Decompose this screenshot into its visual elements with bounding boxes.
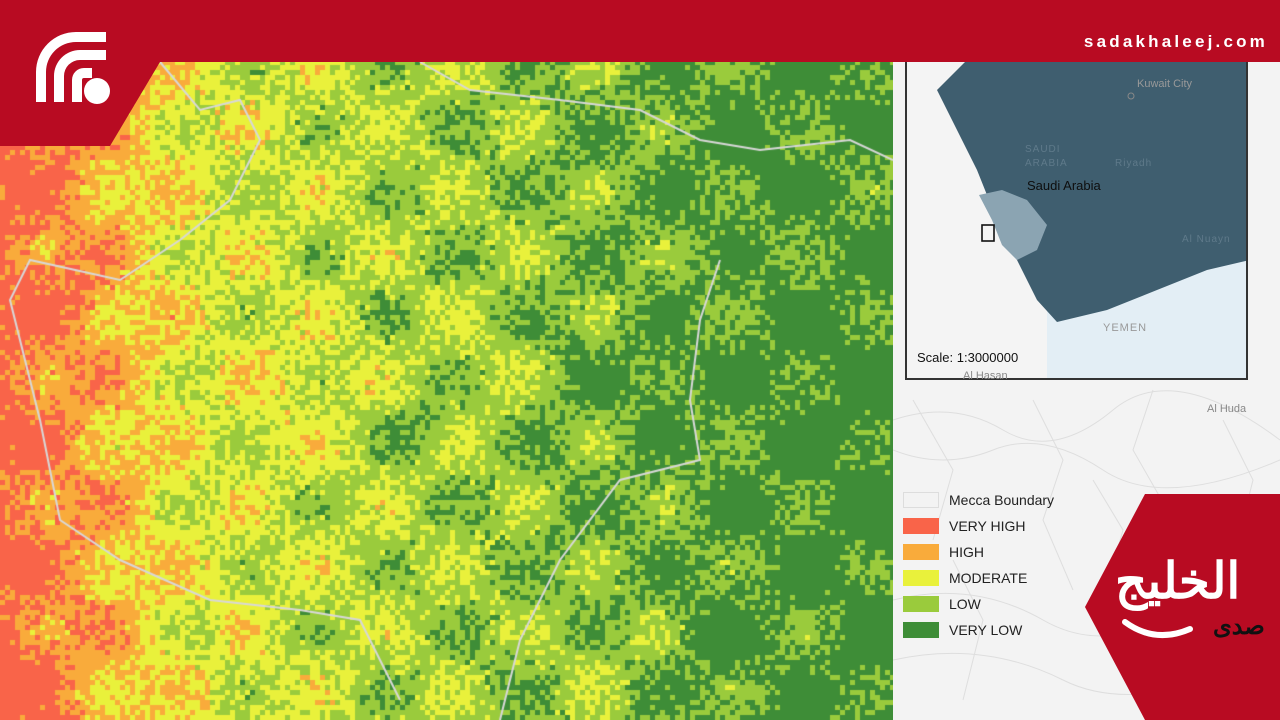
- scale-label: Scale: 1:3000000: [917, 350, 1019, 365]
- inset-country-label: Saudi Arabia: [1027, 178, 1101, 193]
- inset-label-al-nuayn: Al Nuayn: [1182, 234, 1231, 245]
- inset-city-marker: [1127, 92, 1135, 100]
- inset-label-yemen: YEMEN: [1103, 322, 1148, 334]
- inset-label-saudi-faint-2: ARABIA: [1025, 158, 1068, 169]
- place-label-al-huda: Al Huda: [1207, 403, 1247, 415]
- legend-label: VERY HIGH: [949, 518, 1026, 534]
- brand-badge: الخليج صدى: [1085, 494, 1280, 720]
- site-url[interactable]: sadakhaleej.com: [1083, 32, 1268, 51]
- inset-label-saudi-faint-1: SAUDI: [1025, 144, 1061, 155]
- inset-study-area-box: [981, 224, 995, 242]
- legend-label: Mecca Boundary: [949, 492, 1055, 508]
- inset-label-kuwait: Kuwait City: [1137, 78, 1193, 90]
- map-side-panel: Kuwait City SAUDI ARABIA Riyadh Al Nuayn…: [893, 0, 1280, 720]
- brand-subname-arabic: صدى: [1213, 613, 1265, 640]
- brand-name-arabic: الخليج: [1115, 553, 1241, 609]
- inset-label-riyadh: Riyadh: [1115, 158, 1153, 169]
- legend-label: HIGH: [949, 544, 984, 560]
- brand-logo[interactable]: [0, 0, 180, 146]
- legend-swatch-high: [903, 544, 939, 560]
- susceptibility-map: [0, 0, 893, 720]
- legend-swatch-very-high: [903, 518, 939, 534]
- legend-swatch-boundary: [903, 492, 939, 508]
- legend-label: LOW: [949, 596, 981, 612]
- legend-swatch-low: [903, 596, 939, 612]
- inset-map-graphic: [907, 60, 1246, 378]
- top-banner: sadakhaleej.com: [0, 0, 1280, 62]
- location-inset-map: Kuwait City SAUDI ARABIA Riyadh Al Nuayn…: [905, 58, 1248, 380]
- place-label-al-hasan: Al Hasan: [963, 370, 1008, 382]
- legend-label: VERY LOW: [949, 622, 1023, 638]
- inset-country-shape: [937, 60, 1246, 322]
- legend-swatch-moderate: [903, 570, 939, 586]
- wifi-signal-icon: [36, 32, 110, 104]
- inset-mecca-region: [979, 190, 1047, 260]
- legend-swatch-very-low: [903, 622, 939, 638]
- legend-label: MODERATE: [949, 570, 1028, 586]
